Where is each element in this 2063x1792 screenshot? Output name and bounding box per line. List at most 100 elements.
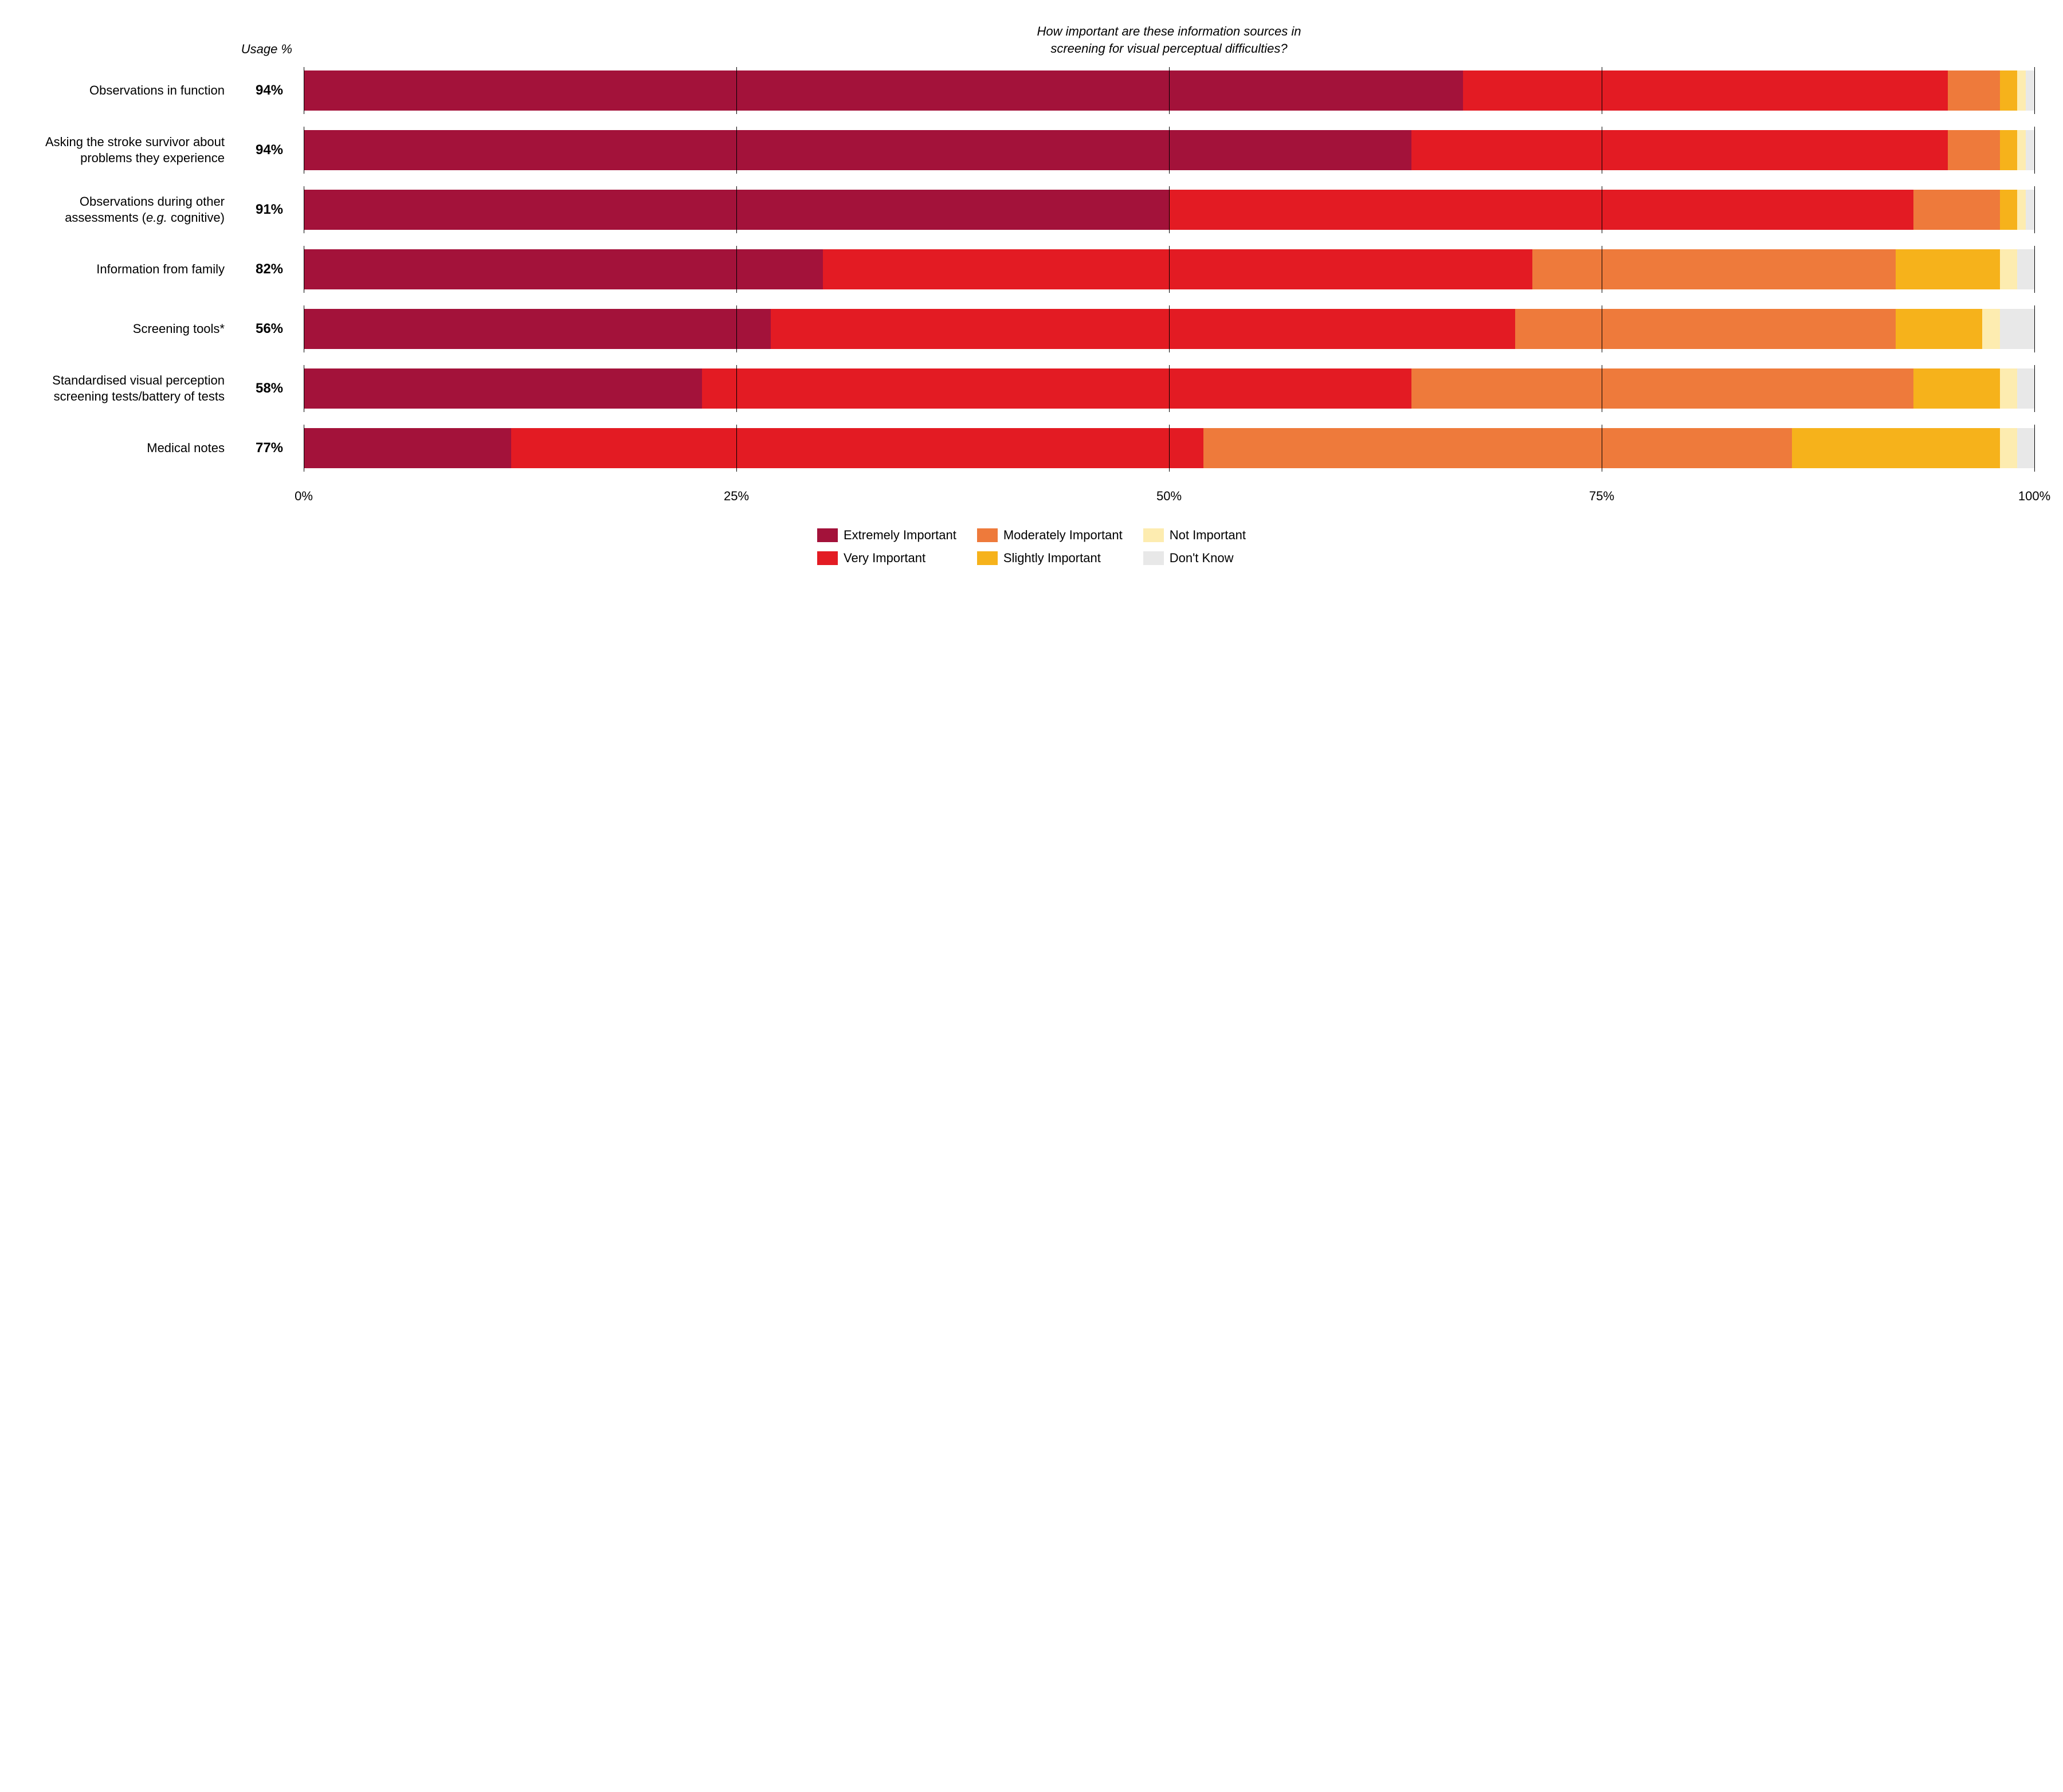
tick-mark — [2034, 186, 2035, 233]
legend-item-extremely: Extremely Important — [817, 528, 956, 543]
legend-label: Extremely Important — [844, 528, 956, 543]
bar-segment-not — [2000, 249, 2017, 289]
tick-mark — [2034, 246, 2035, 293]
legend-swatch — [817, 528, 838, 542]
x-axis-label: 50% — [1156, 489, 1182, 504]
row-usage-value: 56% — [235, 321, 304, 337]
chart-row: Asking the stroke survivor about problem… — [29, 130, 2034, 170]
bar-stack — [304, 70, 2034, 111]
bar-segment-very — [771, 309, 1515, 349]
legend-item-very: Very Important — [817, 551, 956, 566]
legend-item-not: Not Important — [1143, 528, 1246, 543]
bar-segment-extremely — [304, 428, 511, 468]
legend-swatch — [1143, 551, 1164, 565]
row-bar-area — [304, 130, 2034, 170]
usage-header: Usage % — [235, 42, 304, 57]
row-usage-value: 77% — [235, 440, 304, 456]
bar-segment-not — [2000, 368, 2017, 409]
legend-swatch — [977, 528, 998, 542]
bar-stack — [304, 249, 2034, 289]
bar-stack — [304, 130, 2034, 170]
bar-segment-moderately — [1411, 368, 1913, 409]
legend-item-slightly: Slightly Important — [977, 551, 1123, 566]
bar-segment-dontknow — [2017, 249, 2034, 289]
header-row: Usage % How important are these informat… — [29, 23, 2034, 57]
legend-swatch — [977, 551, 998, 565]
bar-segment-dontknow — [2000, 309, 2034, 349]
bar-segment-very — [823, 249, 1532, 289]
bar-segment-moderately — [1948, 130, 2000, 170]
rows-container: Observations in function94% Asking the st… — [29, 70, 2034, 468]
x-axis-label: 75% — [1589, 489, 1614, 504]
bar-segment-slightly — [1792, 428, 1999, 468]
row-bar-area — [304, 70, 2034, 111]
row-label: Standardised visual perception screening… — [29, 372, 235, 405]
chart-row: Screening tools*56% — [29, 309, 2034, 349]
bar-segment-extremely — [304, 368, 702, 409]
bar-stack — [304, 190, 2034, 230]
bar-segment-slightly — [2000, 70, 2017, 111]
bar-segment-moderately — [1515, 309, 1896, 349]
tick-mark — [2034, 425, 2035, 472]
bar-segment-extremely — [304, 249, 823, 289]
row-usage-value: 82% — [235, 261, 304, 277]
row-usage-value: 91% — [235, 202, 304, 218]
bar-segment-not — [2017, 190, 2026, 230]
bar-stack — [304, 428, 2034, 468]
bar-segment-dontknow — [2026, 70, 2034, 111]
x-axis-label: 25% — [724, 489, 749, 504]
x-axis-label: 100% — [2018, 489, 2050, 504]
x-axis-label: 0% — [295, 489, 313, 504]
bar-stack — [304, 368, 2034, 409]
row-label: Asking the stroke survivor about problem… — [29, 134, 235, 167]
bar-segment-very — [1463, 70, 1948, 111]
row-usage-value: 94% — [235, 83, 304, 99]
bar-segment-moderately — [1203, 428, 1792, 468]
bar-segment-not — [1982, 309, 1999, 349]
legend-swatch — [817, 551, 838, 565]
bar-segment-slightly — [2000, 130, 2017, 170]
legend: Extremely Important Moderately Important N… — [29, 528, 2034, 566]
row-bar-area — [304, 368, 2034, 409]
bar-segment-extremely — [304, 309, 771, 349]
row-label: Screening tools* — [29, 321, 235, 338]
bar-segment-slightly — [1896, 249, 1999, 289]
bar-segment-moderately — [1532, 249, 1896, 289]
x-axis: 0%25%50%75%100% — [29, 482, 2034, 505]
chart-row: Information from family82% — [29, 249, 2034, 289]
chart-row: Observations during other assessments (e… — [29, 190, 2034, 230]
legend-label: Moderately Important — [1003, 528, 1123, 543]
bar-segment-very — [1411, 130, 1948, 170]
bar-segment-slightly — [1913, 368, 2000, 409]
bar-segment-extremely — [304, 190, 1169, 230]
legend-label: Not Important — [1170, 528, 1246, 543]
bar-segment-not — [2000, 428, 2017, 468]
bar-segment-extremely — [304, 130, 1411, 170]
legend-item-dontknow: Don't Know — [1143, 551, 1246, 566]
row-bar-area — [304, 309, 2034, 349]
bar-segment-dontknow — [2017, 428, 2034, 468]
legend-label: Don't Know — [1170, 551, 1234, 566]
chart-title: How important are these information sour… — [304, 23, 2034, 57]
legend-label: Very Important — [844, 551, 925, 566]
bar-segment-moderately — [1948, 70, 2000, 111]
row-usage-value: 94% — [235, 142, 304, 158]
legend-swatch — [1143, 528, 1164, 542]
legend-item-moderately: Moderately Important — [977, 528, 1123, 543]
bar-segment-not — [2017, 130, 2026, 170]
row-label: Medical notes — [29, 440, 235, 457]
legend-label: Slightly Important — [1003, 551, 1101, 566]
bar-segment-dontknow — [2026, 190, 2034, 230]
tick-mark — [2034, 127, 2035, 174]
tick-mark — [2034, 305, 2035, 352]
chart-row: Standardised visual perception screening… — [29, 368, 2034, 409]
tick-mark — [2034, 365, 2035, 412]
bar-segment-moderately — [1913, 190, 2000, 230]
row-label: Information from family — [29, 261, 235, 278]
row-usage-value: 58% — [235, 381, 304, 397]
stacked-bar-chart: Usage % How important are these informat… — [29, 23, 2034, 566]
bar-segment-not — [2017, 70, 2026, 111]
bar-segment-extremely — [304, 70, 1463, 111]
chart-row: Observations in function94% — [29, 70, 2034, 111]
row-bar-area — [304, 249, 2034, 289]
